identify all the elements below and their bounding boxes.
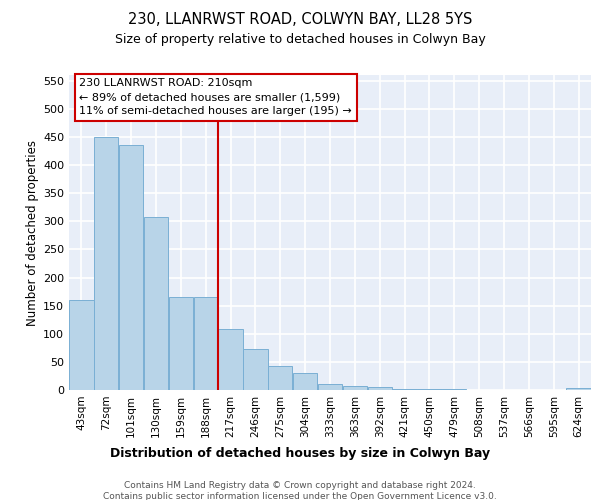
Text: Distribution of detached houses by size in Colwyn Bay: Distribution of detached houses by size … [110,448,490,460]
Bar [218,329,243,390]
Text: Contains HM Land Registry data © Crown copyright and database right 2024.: Contains HM Land Registry data © Crown c… [124,481,476,490]
Bar [243,349,268,390]
Text: 230, LLANRWST ROAD, COLWYN BAY, LL28 5YS: 230, LLANRWST ROAD, COLWYN BAY, LL28 5YS [128,12,472,28]
Bar [368,387,392,390]
Bar [343,386,367,390]
Y-axis label: Number of detached properties: Number of detached properties [26,140,39,326]
Text: Contains public sector information licensed under the Open Government Licence v3: Contains public sector information licen… [103,492,497,500]
Text: Size of property relative to detached houses in Colwyn Bay: Size of property relative to detached ho… [115,32,485,46]
Bar [94,137,118,390]
Bar [169,297,193,390]
Bar [144,217,168,390]
Bar [194,297,218,390]
Bar [318,384,342,390]
Bar [69,300,94,390]
Bar [268,366,292,390]
Bar [293,372,317,390]
Bar [566,388,591,390]
Bar [119,146,143,390]
Text: 230 LLANRWST ROAD: 210sqm
← 89% of detached houses are smaller (1,599)
11% of se: 230 LLANRWST ROAD: 210sqm ← 89% of detac… [79,78,352,116]
Bar [392,389,417,390]
